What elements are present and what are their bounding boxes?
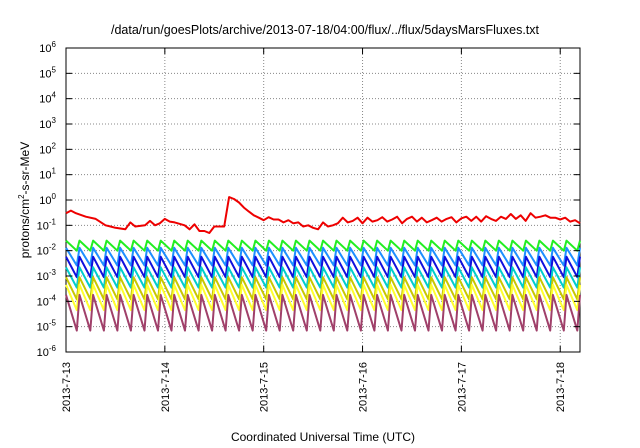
y-tick-label: 100 xyxy=(39,192,56,207)
y-tick-label: 10-2 xyxy=(37,243,57,258)
y-axis-label-sup: 2 xyxy=(17,194,26,199)
series-line-8 xyxy=(65,293,581,332)
y-tick-label: 106 xyxy=(39,40,56,55)
series-line-6 xyxy=(65,276,581,301)
y-tick-label: 10-4 xyxy=(37,293,57,308)
y-tick-label: 102 xyxy=(39,141,56,156)
y-tick-label: 104 xyxy=(39,91,56,106)
y-tick-label: 10-3 xyxy=(37,268,57,283)
series-line-2 xyxy=(65,239,581,252)
y-tick-label: 105 xyxy=(39,65,56,80)
y-tick-label: 10-1 xyxy=(37,217,57,232)
series-line-5 xyxy=(65,266,581,289)
y-axis-ticks: 10-6 10-5 10-4 10-3 10-2 10-1 100 101 102 103 104 1… xyxy=(37,40,580,359)
x-tick-label: 2013-7-17 xyxy=(456,362,468,412)
series-line-1 xyxy=(65,196,581,234)
series-group xyxy=(65,196,581,332)
y-tick-label: 10-6 xyxy=(37,344,57,359)
x-tick-label: 2013-7-15 xyxy=(259,362,271,412)
series-line-3 xyxy=(65,246,581,267)
chart-title: /data/run/goesPlots/archive/2013-07-18/0… xyxy=(111,23,540,37)
y-axis-label: protons/cm2-s-sr-MeV xyxy=(17,142,32,258)
y-tick-label: 10-5 xyxy=(37,319,57,334)
x-axis-ticks: 2013-7-13 2013-7-14 2013-7-15 2013-7-16 2013… xyxy=(61,48,567,412)
x-tick-label: 2013-7-16 xyxy=(358,362,370,412)
x-tick-label: 2013-7-14 xyxy=(160,362,172,412)
y-tick-label: 103 xyxy=(39,116,56,131)
x-axis-label: Coordinated Universal Time (UTC) xyxy=(231,430,415,444)
x-tick-label: 2013-7-13 xyxy=(61,362,73,412)
series-line-7 xyxy=(65,283,581,312)
x-tick-label: 2013-7-18 xyxy=(555,362,567,412)
y-axis-label-rest: -s-sr-MeV xyxy=(18,142,32,195)
y-tick-label: 101 xyxy=(39,167,56,182)
y-axis-label-base: protons/cm xyxy=(18,199,32,258)
series-line-4 xyxy=(65,255,581,279)
